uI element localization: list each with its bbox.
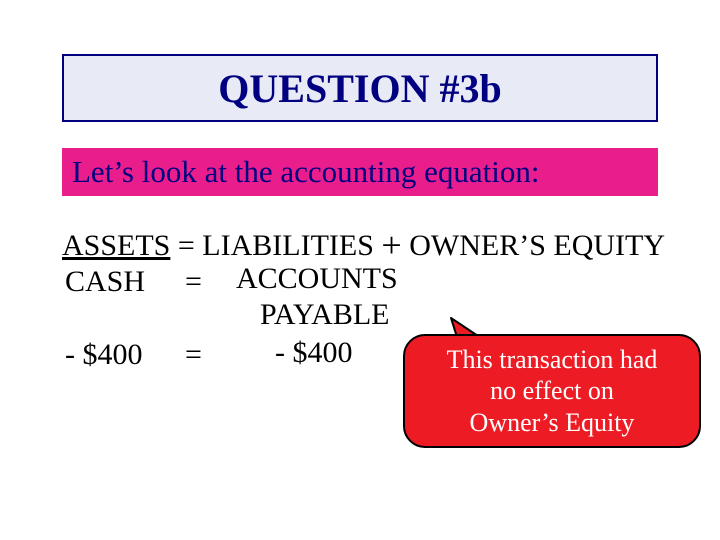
title-box: QUESTION #3b — [62, 54, 658, 122]
amount-left: - $400 — [65, 338, 143, 372]
subtitle-text: Let’s look at the accounting equation: — [72, 154, 539, 190]
equation-row: ASSETS = LIABILITIES + OWNER’S EQUITY — [62, 224, 665, 266]
accounts-label: ACCOUNTS — [236, 262, 398, 296]
callout-line2: no effect on — [490, 375, 614, 406]
equals-1: = — [170, 229, 202, 262]
callout-body: This transaction had no effect on Owner’… — [403, 334, 701, 448]
callout: This transaction had no effect on Owner’… — [403, 318, 701, 448]
equals-2: = — [185, 265, 202, 299]
equals-3: = — [185, 338, 202, 372]
cash-cell: CASH — [65, 265, 145, 299]
title-text: QUESTION #3b — [218, 65, 501, 112]
callout-line1: This transaction had — [447, 344, 658, 375]
assets-label: ASSETS — [62, 229, 170, 262]
subtitle-box: Let’s look at the accounting equation: — [62, 148, 658, 196]
amount-right: - $400 — [275, 336, 353, 370]
payable-label: PAYABLE — [260, 298, 390, 332]
owners-equity-label: OWNER’S EQUITY — [409, 229, 665, 262]
callout-line3: Owner’s Equity — [470, 407, 635, 438]
cash-label: CASH — [65, 265, 145, 298]
plus-sign: + — [381, 225, 401, 265]
liabilities-label: LIABILITIES — [202, 229, 374, 262]
